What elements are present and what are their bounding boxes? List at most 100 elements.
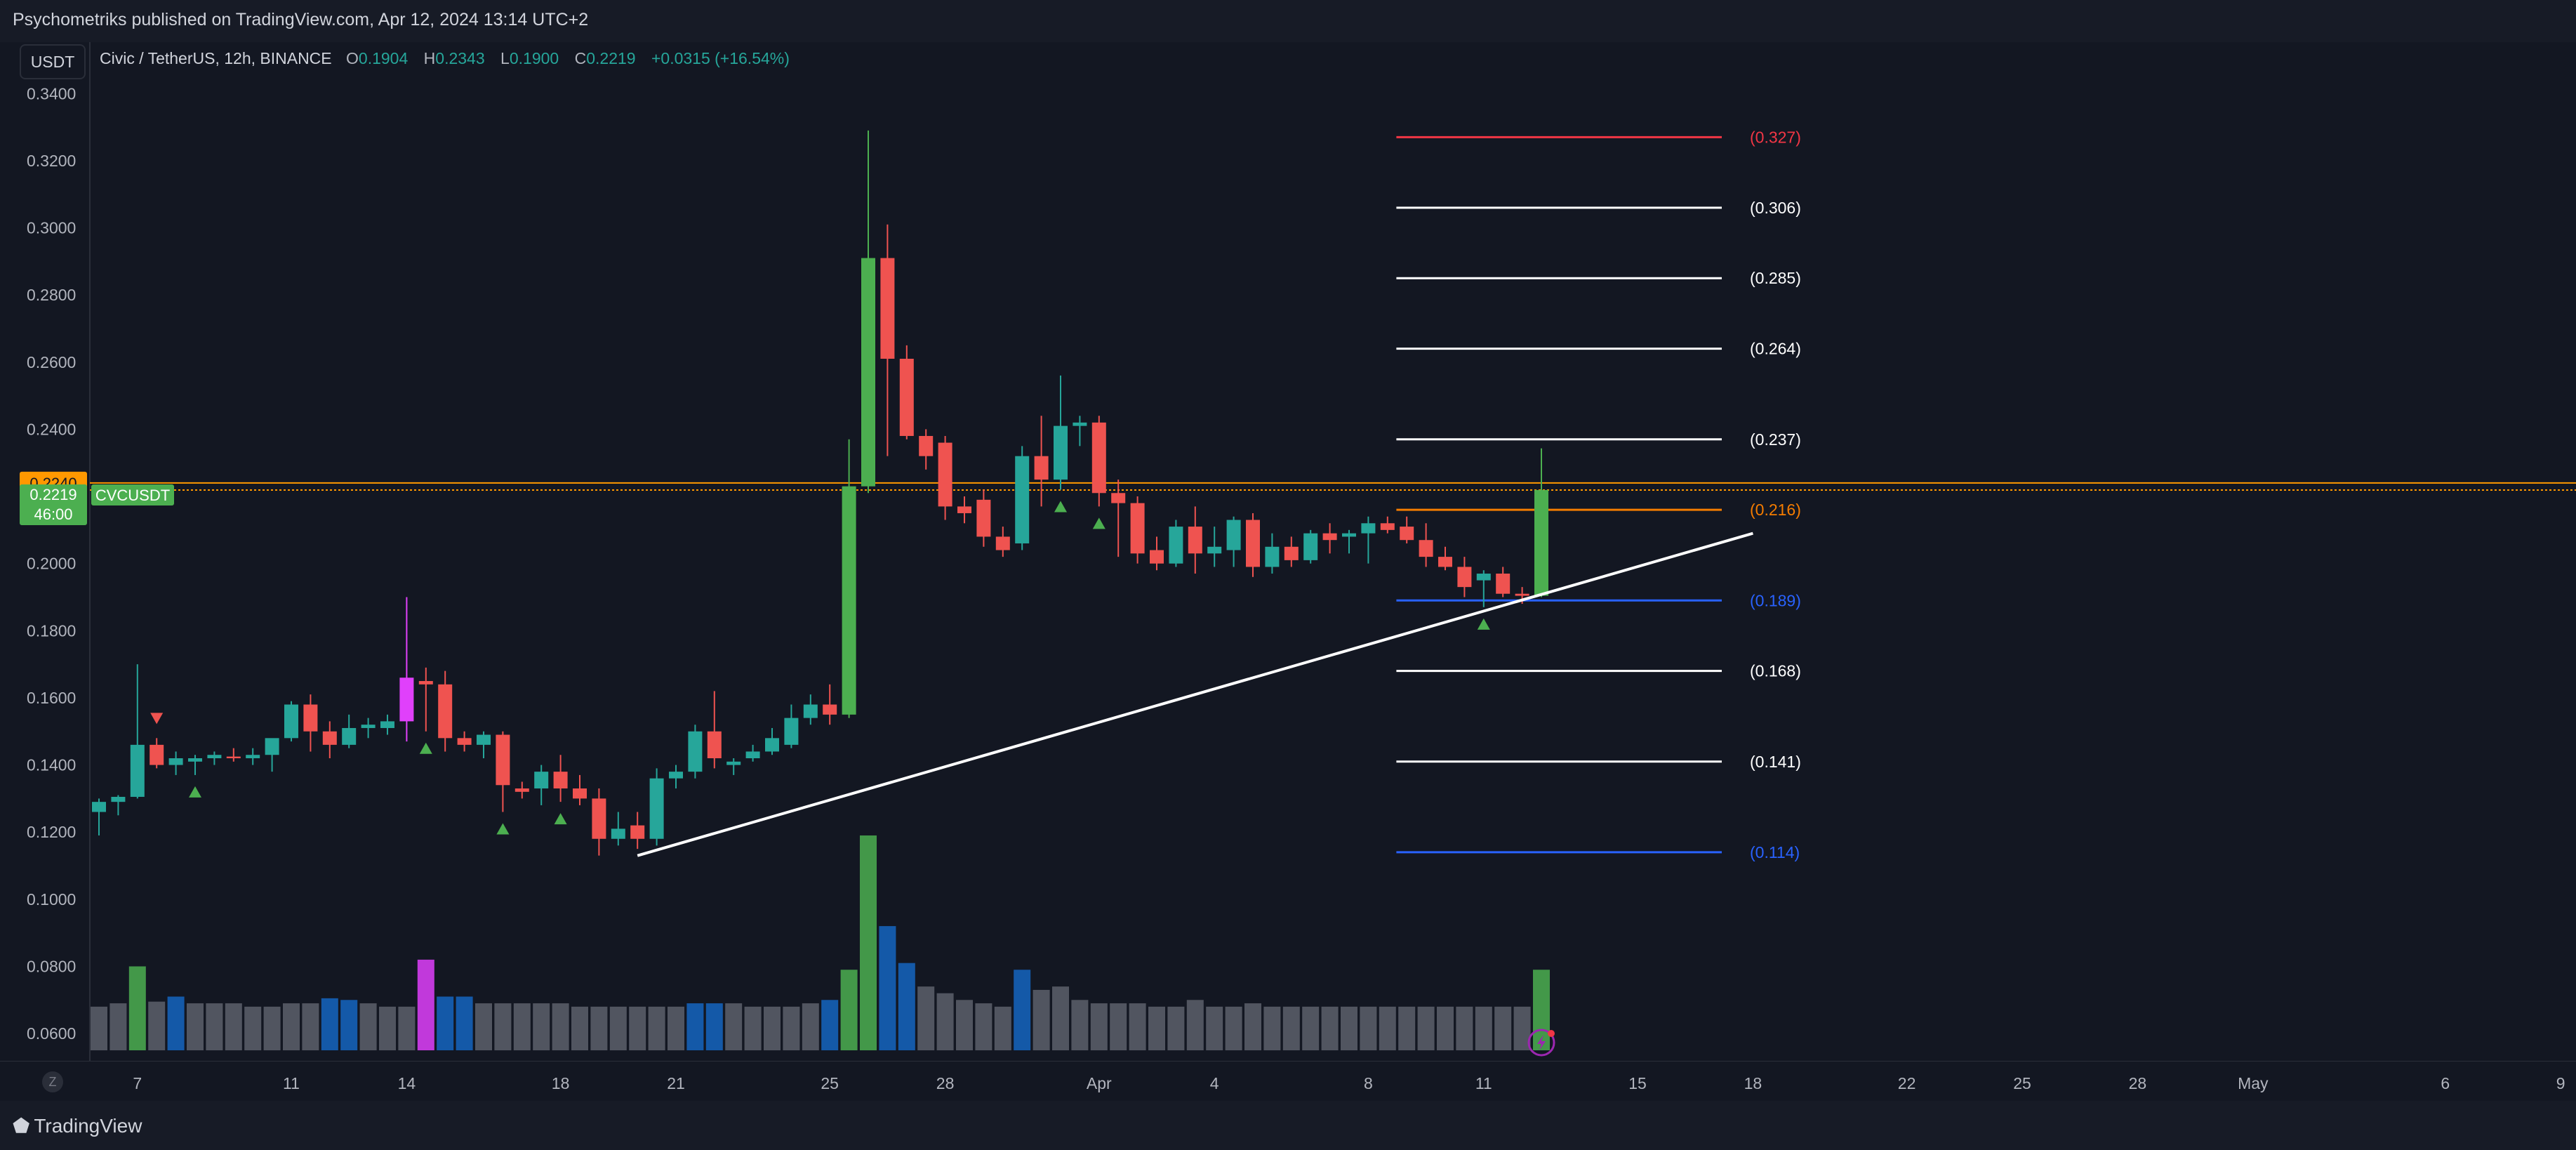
volume-bar <box>1225 1006 1242 1050</box>
volume-bar <box>437 996 454 1050</box>
x-tick-label: 6 <box>2441 1074 2450 1092</box>
candle-body <box>438 684 453 739</box>
buy-signal-arrow <box>419 742 432 754</box>
buy-signal-arrow <box>189 786 201 798</box>
fib-level-label: (0.237) <box>1750 430 1801 449</box>
candle-body <box>707 731 722 759</box>
fib-level-label: (0.327) <box>1750 128 1801 146</box>
volume-bar <box>783 1006 800 1050</box>
time-axis <box>0 1062 2576 1101</box>
volume-bar <box>821 1000 839 1050</box>
candle-body <box>130 744 145 797</box>
symbol-tag <box>91 484 174 505</box>
volume-bar <box>302 1003 319 1050</box>
candle-body <box>1246 520 1260 567</box>
x-tick-label: 28 <box>936 1074 955 1092</box>
volume-bar <box>1110 1003 1127 1050</box>
volume-bar <box>629 1006 646 1050</box>
volume-bar <box>417 959 434 1050</box>
candle-body <box>611 828 625 839</box>
sell-signal-arrow <box>150 713 164 725</box>
event-dot <box>1548 1030 1555 1037</box>
candle-body <box>322 731 337 745</box>
fib-level-label: (0.216) <box>1750 501 1801 519</box>
candle-body <box>361 725 376 728</box>
volume-bar <box>1379 1006 1396 1050</box>
candle-body <box>1073 422 1087 426</box>
fib-level-label: (0.141) <box>1750 753 1801 771</box>
volume-bar <box>513 1003 531 1050</box>
candle-body <box>284 704 298 739</box>
volume-bar <box>725 1003 743 1050</box>
buy-signal-arrow <box>1092 517 1106 529</box>
candle-body <box>1515 593 1529 596</box>
volume-bar <box>994 1006 1011 1050</box>
volume-bar <box>917 986 935 1050</box>
legend-open-label: O <box>346 49 359 67</box>
volume-bar <box>1494 1006 1512 1050</box>
trendline <box>637 531 1753 857</box>
y-tick-label: 0.0600 <box>27 1024 76 1043</box>
x-tick-label: 22 <box>1898 1074 1916 1092</box>
candle-body <box>919 435 934 456</box>
candle-body <box>1188 527 1202 554</box>
fib-level-label: (0.114) <box>1750 843 1800 861</box>
volume-bar <box>1456 1006 1473 1050</box>
buy-signal-arrow <box>496 823 510 835</box>
currency-button[interactable]: USDT <box>20 44 86 79</box>
plot-area <box>90 42 2576 1060</box>
candle-body <box>726 761 741 765</box>
candle-body <box>861 258 875 487</box>
legend-symbol: Civic / TetherUS, 12h, BINANCE <box>100 49 332 67</box>
fib-level-label: (0.168) <box>1750 662 1801 680</box>
candle-body <box>592 798 606 839</box>
buy-signal-arrow <box>554 813 567 825</box>
candle-body <box>1380 523 1395 530</box>
candle-body <box>1476 574 1491 581</box>
candle-body <box>168 758 183 765</box>
candle-body <box>573 788 587 799</box>
y-tick-label: 0.3400 <box>27 84 76 103</box>
volume-bar <box>456 996 473 1050</box>
candle-body <box>899 358 914 436</box>
y-tick-label: 0.2400 <box>27 420 76 438</box>
footer-bar <box>0 1101 2576 1150</box>
volume-bar <box>1282 1006 1300 1050</box>
x-tick-label: 18 <box>552 1074 570 1092</box>
volume-bar <box>1398 1006 1416 1050</box>
x-tick-label: 25 <box>821 1074 839 1092</box>
close-price-tag-text: 0.2219 <box>29 486 77 503</box>
candle-body <box>784 718 799 745</box>
candle-body <box>92 802 106 812</box>
candle-body <box>111 796 126 802</box>
candle-body <box>1400 527 1414 541</box>
close-price-tag <box>20 484 87 525</box>
volume-bar <box>1071 1000 1089 1050</box>
symbol-tag-text: CVCUSDT <box>95 487 170 504</box>
y-tick-label: 0.2600 <box>27 353 76 371</box>
candle-body <box>1534 489 1548 596</box>
candle-body <box>188 758 202 762</box>
publisher-line: Psychometriks published on TradingView.c… <box>13 10 589 29</box>
y-tick-label: 0.1400 <box>27 756 76 774</box>
candle-body <box>226 756 241 759</box>
volume-bar <box>1475 1006 1492 1050</box>
volume-bar <box>494 1003 512 1050</box>
tradingview-brand: TradingView <box>34 1115 142 1137</box>
candle-body <box>553 772 568 789</box>
event-lightning-icon[interactable] <box>1527 1029 1555 1057</box>
candle-body <box>1342 533 1356 537</box>
zoom-button[interactable]: Z <box>42 1071 63 1092</box>
tradingview-logo[interactable]: ⬟ TradingView <box>13 1114 142 1137</box>
candle-body <box>1226 520 1241 550</box>
fib-level-label: (0.264) <box>1750 340 1801 358</box>
x-tick-label: 21 <box>667 1074 685 1092</box>
candle-body <box>1015 456 1030 543</box>
volume-bar <box>686 1003 704 1050</box>
volume-bar <box>1090 1003 1108 1050</box>
candle-body <box>649 778 664 839</box>
volume-bar <box>1206 1006 1223 1050</box>
candle-body <box>957 506 971 513</box>
x-tick-label: 15 <box>1628 1074 1647 1092</box>
